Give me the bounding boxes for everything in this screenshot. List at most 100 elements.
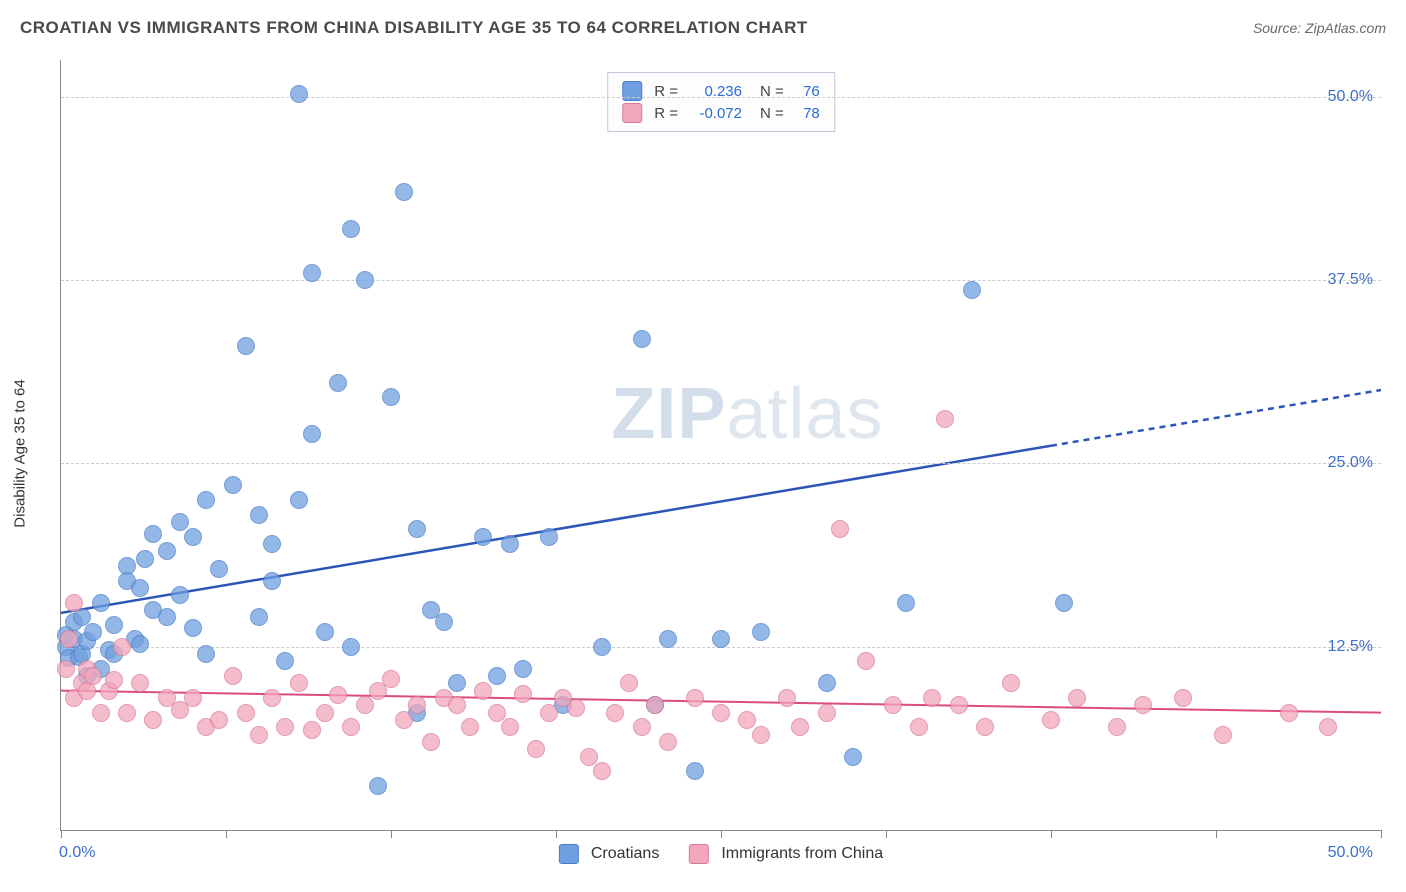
x-axis-max-label: 50.0%: [1328, 844, 1373, 862]
scatter-point: [897, 594, 915, 612]
scatter-point: [65, 594, 83, 612]
legend-swatch: [622, 81, 642, 101]
scatter-point: [290, 491, 308, 509]
legend-swatch: [559, 844, 579, 864]
scatter-point: [474, 682, 492, 700]
scatter-point: [210, 711, 228, 729]
scatter-point: [105, 616, 123, 634]
scatter-point: [712, 704, 730, 722]
scatter-point: [276, 652, 294, 670]
scatter-point: [184, 689, 202, 707]
stats-row: R =0.236N =76: [622, 81, 820, 101]
scatter-point: [184, 619, 202, 637]
scatter-point: [224, 667, 242, 685]
scatter-point: [593, 638, 611, 656]
scatter-point: [540, 704, 558, 722]
watermark: ZIPatlas: [611, 373, 883, 455]
scatter-point: [84, 623, 102, 641]
scatter-point: [329, 374, 347, 392]
y-tick-label: 25.0%: [1328, 454, 1373, 472]
scatter-point: [131, 635, 149, 653]
scatter-point: [1319, 718, 1337, 736]
scatter-point: [488, 667, 506, 685]
y-tick-label: 12.5%: [1328, 638, 1373, 656]
scatter-point: [158, 542, 176, 560]
scatter-point: [303, 264, 321, 282]
scatter-point: [884, 696, 902, 714]
x-tick: [1216, 830, 1217, 838]
scatter-point: [224, 476, 242, 494]
scatter-point: [1280, 704, 1298, 722]
scatter-point: [963, 281, 981, 299]
scatter-point: [923, 689, 941, 707]
scatter-point: [395, 183, 413, 201]
scatter-point: [113, 638, 131, 656]
scatter-point: [1042, 711, 1060, 729]
scatter-point: [580, 748, 598, 766]
scatter-point: [158, 608, 176, 626]
scatter-point: [356, 696, 374, 714]
scatter-point: [778, 689, 796, 707]
legend-label: Croatians: [591, 845, 659, 863]
x-tick: [226, 830, 227, 838]
x-tick: [721, 830, 722, 838]
scatter-point: [303, 721, 321, 739]
scatter-point: [686, 762, 704, 780]
scatter-point: [263, 535, 281, 553]
scatter-point: [92, 594, 110, 612]
scatter-point: [831, 520, 849, 538]
scatter-point: [567, 699, 585, 717]
scatter-point: [356, 271, 374, 289]
plot-area: ZIPatlas R =0.236N =76R =-0.072N =78 0.0…: [60, 60, 1381, 831]
scatter-point: [144, 711, 162, 729]
scatter-point: [303, 425, 321, 443]
legend-item: Immigrants from China: [689, 844, 883, 864]
scatter-point: [976, 718, 994, 736]
scatter-point: [633, 718, 651, 736]
scatter-point: [237, 704, 255, 722]
scatter-point: [448, 674, 466, 692]
scatter-point: [210, 560, 228, 578]
scatter-point: [197, 491, 215, 509]
scatter-point: [369, 777, 387, 795]
scatter-point: [342, 220, 360, 238]
x-tick: [1051, 830, 1052, 838]
scatter-point: [1108, 718, 1126, 736]
scatter-point: [408, 520, 426, 538]
scatter-point: [57, 660, 75, 678]
scatter-point: [435, 613, 453, 631]
scatter-point: [250, 726, 268, 744]
x-tick: [391, 830, 392, 838]
scatter-point: [791, 718, 809, 736]
scatter-point: [382, 670, 400, 688]
scatter-point: [448, 696, 466, 714]
scatter-point: [184, 528, 202, 546]
scatter-point: [936, 410, 954, 428]
scatter-point: [237, 337, 255, 355]
scatter-point: [290, 85, 308, 103]
scatter-point: [686, 689, 704, 707]
x-tick: [556, 830, 557, 838]
scatter-point: [752, 623, 770, 641]
x-tick: [61, 830, 62, 838]
scatter-point: [474, 528, 492, 546]
scatter-point: [910, 718, 928, 736]
scatter-point: [136, 550, 154, 568]
scatter-point: [290, 674, 308, 692]
scatter-point: [276, 718, 294, 736]
scatter-point: [1055, 594, 1073, 612]
scatter-point: [316, 623, 334, 641]
scatter-point: [1002, 674, 1020, 692]
scatter-point: [712, 630, 730, 648]
scatter-point: [633, 330, 651, 348]
source-attribution: Source: ZipAtlas.com: [1253, 20, 1386, 36]
legend-item: Croatians: [559, 844, 659, 864]
legend-label: Immigrants from China: [721, 845, 883, 863]
chart-title: CROATIAN VS IMMIGRANTS FROM CHINA DISABI…: [20, 18, 808, 38]
scatter-point: [659, 733, 677, 751]
scatter-point: [606, 704, 624, 722]
scatter-point: [818, 674, 836, 692]
gridline: [61, 280, 1381, 281]
scatter-point: [131, 674, 149, 692]
scatter-point: [461, 718, 479, 736]
